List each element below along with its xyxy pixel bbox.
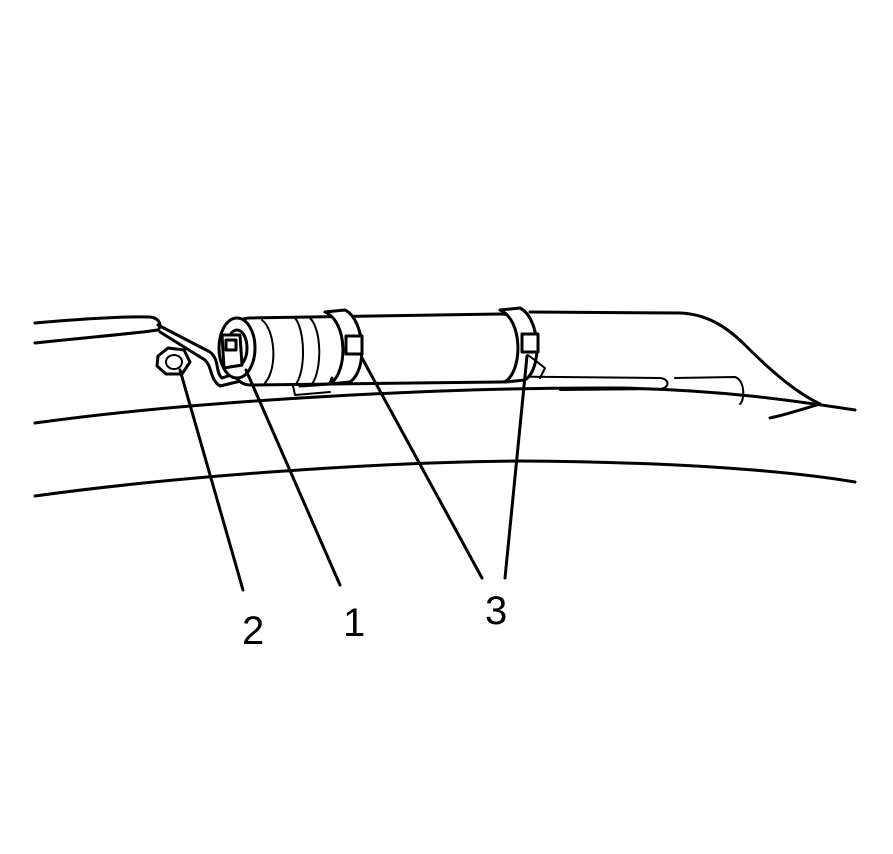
callout-label-2: 2 — [242, 609, 264, 653]
fuel-filter — [217, 312, 536, 387]
filter-clamp-left — [298, 308, 364, 388]
callout-label-3: 3 — [485, 589, 507, 633]
callout-label-1: 1 — [343, 601, 365, 645]
leader-line-2 — [178, 368, 245, 592]
leader-line-3b — [503, 354, 529, 580]
frame-rail — [33, 310, 857, 498]
leader-lines — [178, 354, 529, 592]
leader-line-1 — [244, 368, 342, 587]
leader-line-3a — [360, 356, 484, 580]
fuel-line — [156, 323, 247, 388]
fuel-line-fitting — [155, 346, 192, 376]
